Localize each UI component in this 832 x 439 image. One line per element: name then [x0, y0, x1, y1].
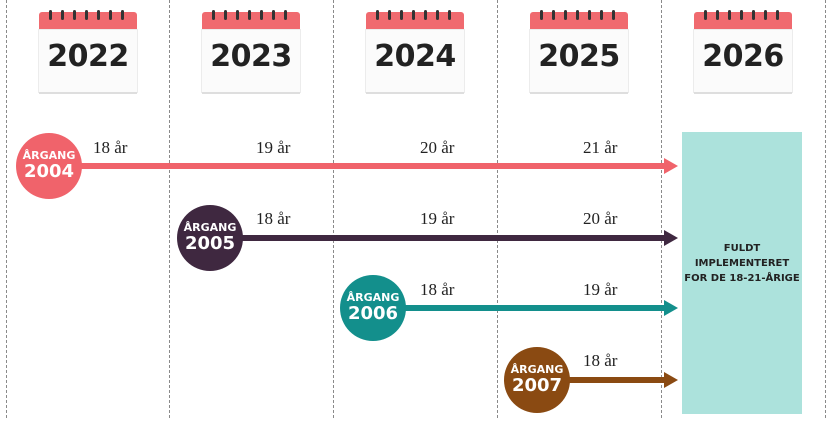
- cohort-arrow-line-2006: [374, 305, 666, 311]
- calendar-icon-2023: 2023: [202, 10, 300, 92]
- cohort-arrow-line-2005: [210, 235, 666, 241]
- column-divider: [825, 0, 826, 418]
- age-label: 19 år: [256, 138, 291, 157]
- cohort-year: 2005: [184, 233, 236, 254]
- age-label: 20 år: [420, 138, 455, 157]
- cohort-badge-2004: ÅRGANG 2004: [16, 133, 82, 199]
- cohort-label: ÅRGANG: [510, 363, 564, 376]
- age-label: 18 år: [583, 351, 618, 370]
- arrow-head-icon: [664, 230, 678, 246]
- cohort-label: ÅRGANG: [183, 221, 237, 234]
- age-label: 19 år: [583, 280, 618, 299]
- cohort-arrow-line-2007: [538, 377, 666, 383]
- calendar-year: 2025: [538, 39, 620, 74]
- calendar-icon-2024: 2024: [366, 10, 464, 92]
- age-label: 21 år: [583, 138, 618, 157]
- calendar-year: 2022: [47, 39, 129, 74]
- cohort-year: 2007: [511, 375, 563, 396]
- cohort-year: 2004: [23, 161, 75, 182]
- column-divider: [661, 0, 662, 418]
- calendar-year: 2023: [210, 39, 292, 74]
- age-label: 18 år: [256, 209, 291, 228]
- cohort-badge-2005: ÅRGANG 2005: [177, 205, 243, 271]
- age-label: 20 år: [583, 209, 618, 228]
- cohort-badge-2007: ÅRGANG 2007: [504, 347, 570, 413]
- calendar-icon-2025: 2025: [530, 10, 628, 92]
- implementation-box: [682, 132, 802, 414]
- cohort-year: 2006: [347, 303, 399, 324]
- cohort-label: ÅRGANG: [22, 149, 76, 162]
- arrow-head-icon: [664, 300, 678, 316]
- cohort-label: ÅRGANG: [346, 291, 400, 304]
- calendar-icon-2022: 2022: [39, 10, 137, 92]
- column-divider: [169, 0, 170, 418]
- arrow-head-icon: [664, 158, 678, 174]
- age-label: 18 år: [420, 280, 455, 299]
- age-label: 18 år: [93, 138, 128, 157]
- column-divider: [333, 0, 334, 418]
- calendar-year: 2024: [374, 39, 456, 74]
- implementation-text: FULDT IMPLEMENTERET FOR DE 18-21-ÅRIGE: [684, 243, 800, 284]
- cohort-arrow-line-2004: [50, 163, 666, 169]
- column-divider: [6, 0, 7, 418]
- cohort-badge-2006: ÅRGANG 2006: [340, 275, 406, 341]
- calendar-icon-2026: 2026: [694, 10, 792, 92]
- arrow-head-icon: [664, 372, 678, 388]
- calendar-year: 2026: [702, 39, 784, 74]
- column-divider: [497, 0, 498, 418]
- age-label: 19 år: [420, 209, 455, 228]
